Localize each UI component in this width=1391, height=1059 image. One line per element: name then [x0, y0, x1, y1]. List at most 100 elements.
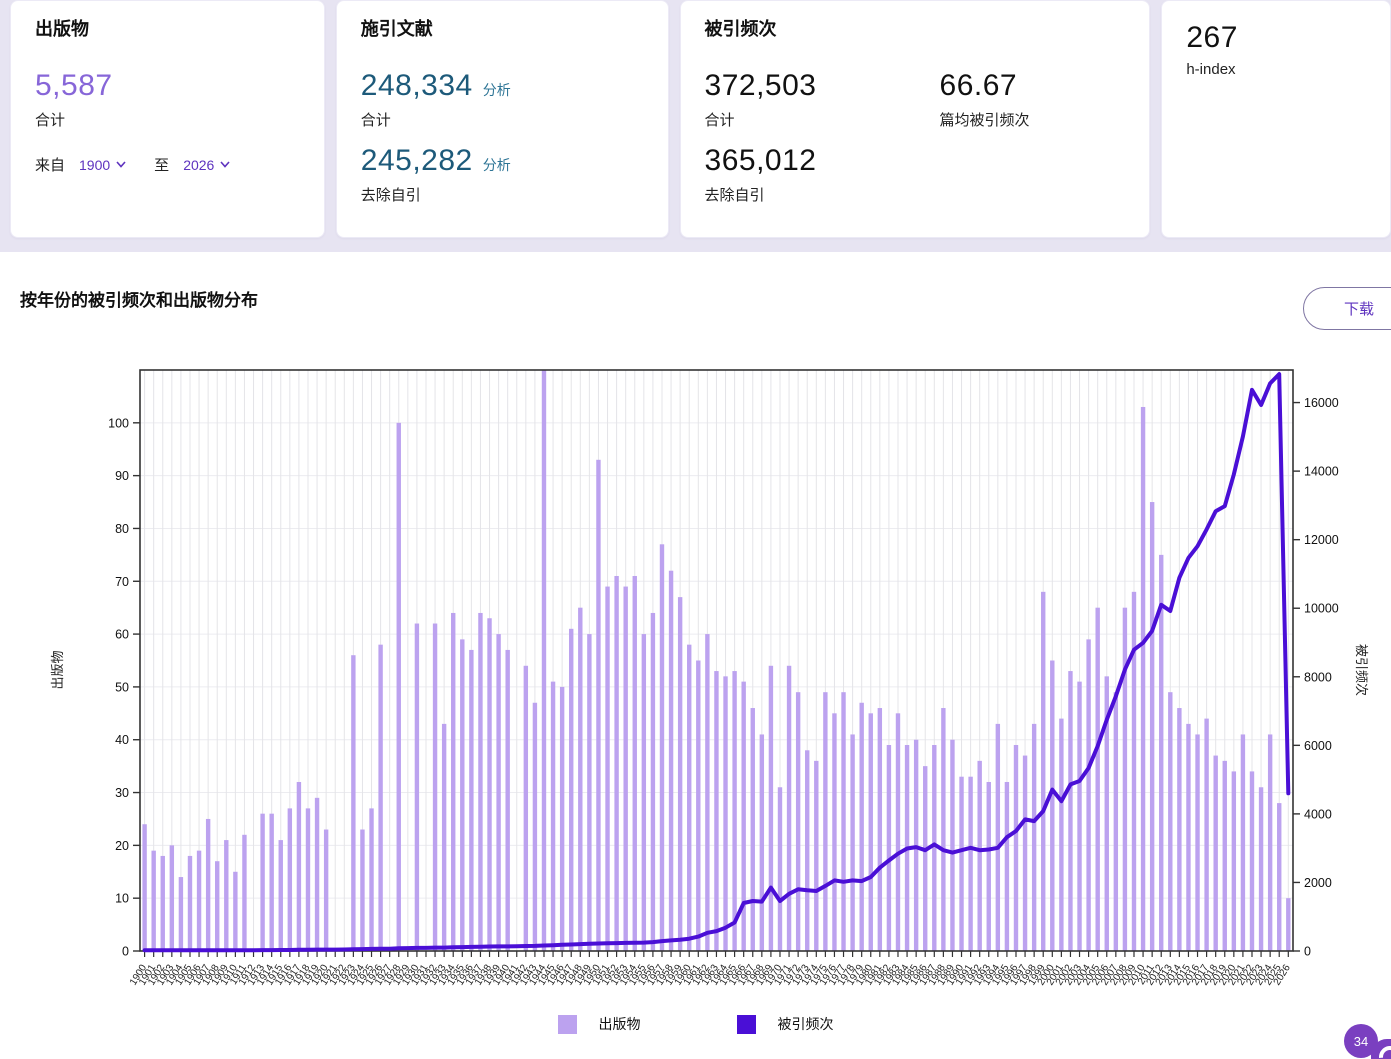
publications-bar[interactable]: [868, 713, 873, 951]
publications-bar[interactable]: [877, 708, 883, 951]
publications-bar[interactable]: [1258, 787, 1264, 951]
publications-bar[interactable]: [632, 575, 637, 951]
publications-bar[interactable]: [605, 586, 610, 951]
publications-bar[interactable]: [569, 628, 574, 951]
from-year-select[interactable]: 1900: [75, 155, 130, 175]
publications-bar[interactable]: [1222, 760, 1227, 951]
publications-bar[interactable]: [351, 655, 356, 951]
publications-bar[interactable]: [977, 760, 982, 951]
publications-bar[interactable]: [705, 634, 710, 951]
publications-bar[interactable]: [1159, 554, 1164, 951]
publications-bar[interactable]: [1131, 591, 1137, 951]
publications-bar[interactable]: [296, 781, 302, 951]
publications-bar[interactable]: [823, 692, 828, 951]
publications-bar[interactable]: [369, 808, 374, 951]
publications-bar[interactable]: [841, 692, 846, 951]
publications-bar[interactable]: [1186, 723, 1191, 951]
publications-bar[interactable]: [895, 713, 901, 951]
publications-bar[interactable]: [1113, 692, 1119, 951]
publications-bar[interactable]: [151, 850, 156, 951]
publications-bar[interactable]: [305, 808, 311, 951]
publications-bar[interactable]: [741, 681, 746, 951]
publications-bar[interactable]: [1177, 708, 1182, 951]
publications-bar[interactable]: [1231, 771, 1237, 951]
publications-bar[interactable]: [469, 649, 474, 951]
publications-bar[interactable]: [215, 861, 220, 951]
publications-bar[interactable]: [650, 612, 656, 951]
publications-bar[interactable]: [777, 787, 783, 951]
publications-bar[interactable]: [614, 575, 619, 951]
publications-bar[interactable]: [287, 808, 293, 951]
publications-bar[interactable]: [451, 612, 456, 951]
publications-bar[interactable]: [1031, 723, 1037, 951]
publications-bar[interactable]: [414, 623, 420, 951]
publications-bar[interactable]: [859, 702, 864, 951]
publications-bar[interactable]: [850, 734, 855, 951]
publications-bar[interactable]: [169, 845, 175, 951]
publications-bar[interactable]: [269, 813, 274, 951]
publications-bar[interactable]: [1068, 671, 1073, 951]
publications-bar[interactable]: [559, 686, 565, 951]
download-button[interactable]: 下载: [1303, 287, 1391, 330]
publications-bar[interactable]: [986, 781, 991, 951]
publications-bar[interactable]: [768, 665, 774, 951]
publications-bar[interactable]: [460, 639, 465, 951]
publications-bar[interactable]: [1240, 734, 1246, 951]
publications-bar[interactable]: [1022, 755, 1028, 951]
publications-bar[interactable]: [659, 544, 665, 951]
analyze-link[interactable]: 分析: [482, 157, 511, 173]
citations-line[interactable]: [142, 372, 1291, 953]
publications-bar[interactable]: [623, 586, 628, 951]
publications-bar[interactable]: [596, 459, 601, 951]
publications-bar[interactable]: [687, 644, 692, 951]
publications-bar[interactable]: [1077, 681, 1082, 951]
publications-bar[interactable]: [532, 702, 538, 951]
publications-bar[interactable]: [541, 370, 547, 951]
publications-bar[interactable]: [1267, 734, 1273, 951]
publications-bar[interactable]: [677, 597, 683, 951]
publications-bar[interactable]: [160, 855, 165, 951]
publications-bar[interactable]: [1140, 406, 1146, 951]
publications-bar[interactable]: [1095, 607, 1100, 951]
publications-bar[interactable]: [260, 813, 265, 951]
publications-bar[interactable]: [478, 612, 483, 951]
publications-bar[interactable]: [832, 713, 837, 951]
publications-bar[interactable]: [732, 671, 737, 951]
publications-bar[interactable]: [759, 734, 765, 951]
publications-bar[interactable]: [923, 766, 928, 951]
publications-bar[interactable]: [1086, 639, 1091, 951]
publications-bar[interactable]: [360, 829, 365, 951]
publications-bar[interactable]: [723, 676, 728, 951]
publications-bar[interactable]: [641, 634, 647, 951]
publications-bar[interactable]: [668, 570, 674, 951]
publications-bar[interactable]: [1249, 771, 1255, 951]
publications-bar[interactable]: [1013, 745, 1019, 951]
publications-bar[interactable]: [323, 829, 329, 951]
publications-bar[interactable]: [205, 818, 211, 951]
publications-bar[interactable]: [1122, 607, 1128, 951]
publications-bar[interactable]: [242, 834, 247, 951]
publications-bar[interactable]: [814, 760, 819, 951]
publications-bar[interactable]: [714, 671, 719, 951]
publications-bar[interactable]: [1168, 692, 1173, 951]
publications-bar[interactable]: [1213, 755, 1218, 951]
publications-bar[interactable]: [1059, 718, 1064, 951]
publications-bar[interactable]: [178, 877, 184, 951]
publications-bar[interactable]: [1050, 660, 1055, 952]
publications-bar[interactable]: [696, 660, 701, 952]
analyze-link[interactable]: 分析: [482, 82, 511, 98]
publications-bar[interactable]: [505, 649, 510, 951]
publications-bar[interactable]: [886, 745, 892, 951]
publications-bar[interactable]: [941, 708, 946, 951]
publications-bar[interactable]: [587, 634, 592, 951]
publications-bar[interactable]: [1195, 734, 1200, 951]
publications-bar[interactable]: [968, 776, 973, 951]
publications-bar[interactable]: [1286, 898, 1291, 951]
publications-bar[interactable]: [750, 708, 755, 951]
feedback-count-badge[interactable]: 34: [1344, 1024, 1378, 1058]
publications-bar[interactable]: [233, 871, 238, 951]
publications-bar[interactable]: [550, 681, 556, 951]
publications-bar[interactable]: [441, 723, 447, 951]
publications-bar[interactable]: [523, 665, 529, 951]
publications-bar[interactable]: [196, 850, 202, 951]
